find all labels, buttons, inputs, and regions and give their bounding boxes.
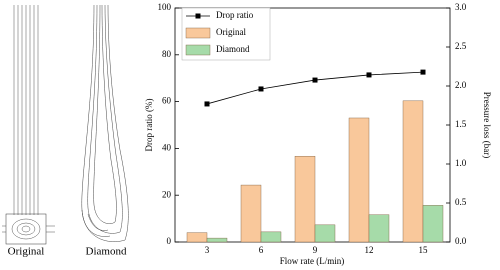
- legend-label: Drop ratio: [216, 10, 254, 20]
- x-axis-label: Flow rate (L/min): [280, 256, 345, 266]
- y2-tick-label: 3.0: [455, 2, 467, 12]
- y2-tick-label: 0.5: [455, 197, 467, 207]
- legend-swatch: [185, 27, 211, 39]
- y-tick-label: 80: [162, 49, 172, 59]
- bar: [240, 184, 262, 243]
- y-tick-label: 0: [167, 236, 172, 246]
- x-tick-label: 12: [365, 245, 374, 255]
- y-tick-label: 20: [162, 189, 172, 199]
- y2-tick-label: 2.5: [455, 41, 467, 51]
- bar: [186, 232, 208, 243]
- y2-tick-label: 1.0: [455, 158, 467, 168]
- x-tick-label: 15: [419, 245, 429, 255]
- legend-label: Diamond: [216, 44, 250, 54]
- original-streamlines: [2, 5, 55, 245]
- image-label: Original: [8, 246, 45, 258]
- bar: [260, 231, 282, 243]
- marker: [366, 72, 372, 78]
- bar: [294, 155, 316, 243]
- bar: [314, 224, 336, 243]
- image-label: Diamond: [86, 246, 127, 258]
- bar: [402, 100, 424, 243]
- marker: [312, 77, 318, 83]
- marker: [258, 86, 264, 92]
- y-tick-label: 100: [158, 2, 172, 12]
- legend-marker: [195, 13, 201, 19]
- marker: [204, 101, 210, 107]
- marker: [420, 69, 426, 75]
- x-tick-label: 3: [205, 245, 210, 255]
- bar: [348, 117, 370, 243]
- bar: [422, 205, 444, 243]
- legend-swatch: [185, 44, 211, 56]
- bar: [368, 214, 390, 243]
- y-tick-label: 40: [162, 142, 172, 152]
- y-axis-label: Drop ratio (%): [144, 99, 154, 152]
- y2-tick-label: 1.5: [455, 119, 467, 129]
- bar: [206, 237, 228, 243]
- y2-tick-label: 2.0: [455, 80, 467, 90]
- y2-tick-label: 0.0: [455, 236, 467, 246]
- line: [206, 71, 424, 105]
- x-tick-label: 9: [313, 245, 318, 255]
- diamond-streamlines: [81, 4, 129, 242]
- x-tick-label: 6: [259, 245, 264, 255]
- y-tick-label: 60: [162, 96, 172, 106]
- legend-label: Original: [216, 27, 246, 37]
- y2-axis-label: Pressure loss (bar): [482, 92, 492, 159]
